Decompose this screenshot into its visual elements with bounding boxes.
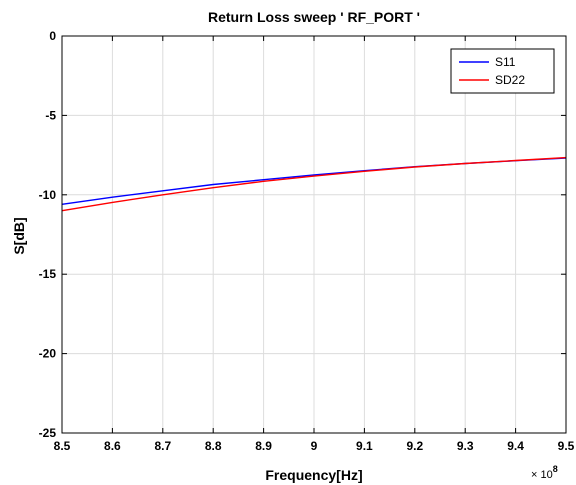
x-axis-label: Frequency[Hz] bbox=[265, 467, 362, 483]
x-axis-ticks: 8.5 8.6 8.7 8.8 8.9 9 9.1 9.2 9.3 9.4 9.5 bbox=[54, 36, 575, 453]
legend: S11 SD22 bbox=[450, 48, 555, 94]
series-line-sd22 bbox=[61, 156, 567, 212]
x-tick-label: 8.7 bbox=[154, 439, 171, 453]
x-tick-label: 8.9 bbox=[255, 439, 272, 453]
x-tick-label: 9.5 bbox=[558, 439, 575, 453]
legend-label: S11 bbox=[495, 55, 516, 69]
x-tick-label: 8.5 bbox=[54, 439, 71, 453]
x-tick-label: 9.4 bbox=[507, 439, 524, 453]
legend-label: SD22 bbox=[495, 73, 525, 87]
y-tick-label: -5 bbox=[45, 108, 56, 122]
y-tick-label: 0 bbox=[49, 29, 56, 43]
x-tick-label: 8.6 bbox=[104, 439, 121, 453]
y-tick-label: -20 bbox=[39, 347, 57, 361]
y-tick-label: -10 bbox=[39, 188, 57, 202]
y-tick-label: -25 bbox=[39, 426, 57, 440]
y-axis-label: S[dB] bbox=[11, 217, 27, 254]
x-tick-label: 9.3 bbox=[457, 439, 474, 453]
x-exponent-base: × 10 bbox=[531, 469, 553, 481]
y-axis-ticks: 0 -5 -10 -15 -20 -25 bbox=[39, 29, 566, 440]
x-tick-label: 9.2 bbox=[406, 439, 423, 453]
x-tick-label: 8.8 bbox=[205, 439, 222, 453]
chart-title: Return Loss sweep ' RF_PORT ' bbox=[208, 9, 420, 25]
x-exponent-power: 8 bbox=[553, 464, 558, 474]
x-axis-exponent: × 108 bbox=[531, 464, 558, 481]
x-tick-label: 9.1 bbox=[356, 439, 373, 453]
legend-box bbox=[450, 48, 555, 94]
series-lines bbox=[61, 156, 567, 212]
x-tick-label: 9 bbox=[311, 439, 318, 453]
y-tick-label: -15 bbox=[39, 267, 57, 281]
